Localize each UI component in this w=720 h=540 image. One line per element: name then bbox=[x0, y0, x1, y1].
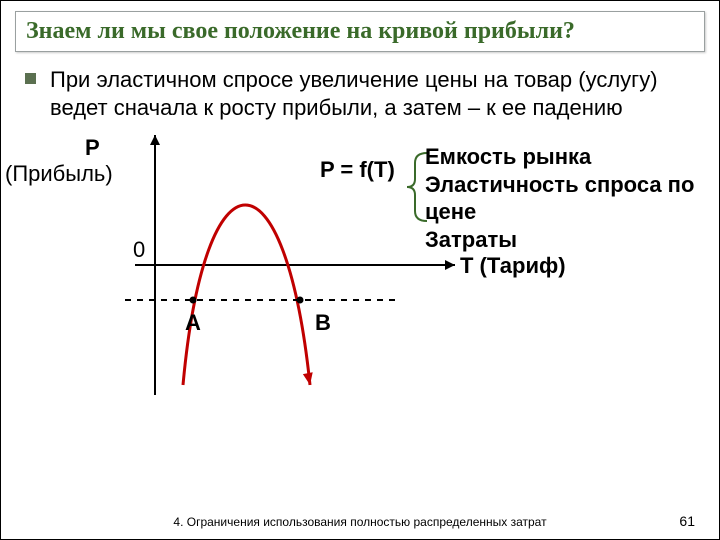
slide-title: Знаем ли мы свое положение на кривой при… bbox=[26, 18, 575, 44]
page-number: 61 bbox=[679, 513, 695, 529]
x-axis-label: Т (Тариф) bbox=[460, 253, 566, 279]
bullet-icon bbox=[25, 73, 36, 84]
main-paragraph: При эластичном спросе увеличение цены на… bbox=[50, 66, 695, 121]
origin-label: 0 bbox=[133, 237, 145, 263]
factors-list: Емкость рынка Эластичность спроса по цен… bbox=[425, 143, 695, 253]
body: При эластичном спросе увеличение цены на… bbox=[1, 58, 719, 425]
y-axis-label-profit: (Прибыль) bbox=[5, 161, 113, 187]
y-axis-label-p: Р bbox=[85, 135, 100, 161]
chart-zone: Р (Прибыль) P = f(T) Емкость рынка Эласт… bbox=[25, 125, 695, 425]
point-b-label: В bbox=[315, 310, 331, 336]
footer-text: 4. Ограничения использования полностью р… bbox=[1, 515, 719, 529]
title-box: Знаем ли мы свое положение на кривой при… bbox=[15, 11, 705, 52]
bullet-row: При эластичном спросе увеличение цены на… bbox=[25, 66, 695, 121]
factor-capacity: Емкость рынка bbox=[425, 143, 695, 171]
point-a-label: А bbox=[185, 310, 201, 336]
factor-elasticity: Эластичность спроса по цене bbox=[425, 171, 695, 226]
factor-costs: Затраты bbox=[425, 226, 695, 254]
